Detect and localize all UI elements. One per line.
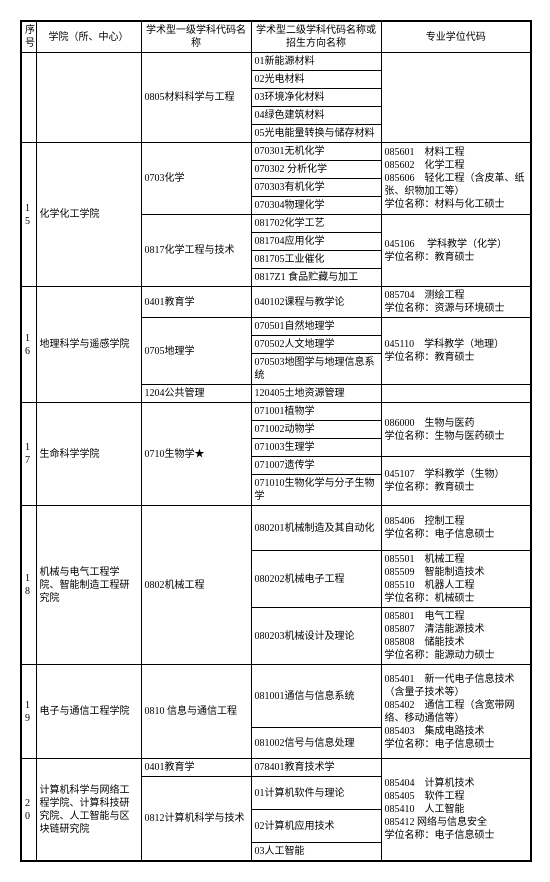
- header-col2: 学术型一级学科代码名称: [141, 21, 251, 53]
- cell: 080203机械设计及理论: [251, 608, 381, 665]
- cell: 01计算机软件与理论: [251, 777, 381, 810]
- cell: 计算机科学与网络工程学院、计算科技研究院、人工智能与区块链研究院: [36, 759, 141, 862]
- cell: 078401教育技术学: [251, 759, 381, 777]
- cell: 生命科学学院: [36, 403, 141, 506]
- cell: 04绿色建筑材料: [251, 107, 381, 125]
- cell: 0401教育学: [141, 759, 251, 777]
- cell: 18: [21, 506, 36, 665]
- cell: 1204公共管理: [141, 385, 251, 403]
- cell: 081704应用化学: [251, 233, 381, 251]
- cell: 070301无机化学: [251, 143, 381, 161]
- cell: 045106 学科教学（化学） 学位名称：教育硕士: [381, 215, 531, 287]
- cell: 0705地理学: [141, 318, 251, 385]
- cell: 机械与电气工程学院、智能制造工程研究院: [36, 506, 141, 665]
- header-seq: 序号: [21, 21, 36, 53]
- cell: 085601 材料工程 085602 化学工程 085606 轻化工程（含皮革、…: [381, 143, 531, 215]
- cell: 085704 测绘工程 学位名称：资源与环境硕士: [381, 287, 531, 318]
- cell: 15: [21, 143, 36, 287]
- cell: 085801 电气工程 085807 清洁能源技术 085808 储能技术 学位…: [381, 608, 531, 665]
- cell: 16: [21, 287, 36, 403]
- header-col1: 学院（所、中心）: [36, 21, 141, 53]
- cell: 040102课程与教学论: [251, 287, 381, 318]
- cell: 081705工业催化: [251, 251, 381, 269]
- cell: 071003生理学: [251, 439, 381, 457]
- cell: 01新能源材料: [251, 53, 381, 71]
- cell: 070503地图学与地理信息系统: [251, 354, 381, 385]
- cell: 17: [21, 403, 36, 506]
- cell: 085401 新一代电子信息技术（含量子技术等） 085402 通信工程（含宽带…: [381, 665, 531, 759]
- cell: 080202机械电子工程: [251, 551, 381, 608]
- cell: 081002信号与信息处理: [251, 728, 381, 759]
- cell: 071007遗传学: [251, 457, 381, 475]
- cell: 0817Z1 食品贮藏与加工: [251, 269, 381, 287]
- cell: 0802机械工程: [141, 506, 251, 665]
- cell: 0805材料科学与工程: [141, 53, 251, 143]
- cell: 0710生物学★: [141, 403, 251, 506]
- cell: 086000 生物与医药 学位名称：生物与医药硕士: [381, 403, 531, 457]
- cell: 20: [21, 759, 36, 862]
- cell: 081702化学工艺: [251, 215, 381, 233]
- cell: 电子与通信工程学院: [36, 665, 141, 759]
- cell: 0812计算机科学与技术: [141, 777, 251, 862]
- cell: 045110 学科教学（地理） 学位名称：教育硕士: [381, 318, 531, 385]
- header-col4: 专业学位代码: [381, 21, 531, 53]
- cell: [21, 53, 36, 143]
- cell: 0703化学: [141, 143, 251, 215]
- cell: 03人工智能: [251, 843, 381, 862]
- cell: 070303有机化学: [251, 179, 381, 197]
- cell: 0817化学工程与技术: [141, 215, 251, 287]
- cell: [381, 385, 531, 403]
- cell: [381, 53, 531, 143]
- cell: 03环境净化材料: [251, 89, 381, 107]
- cell: 120405土地资源管理: [251, 385, 381, 403]
- cell: 071002动物学: [251, 421, 381, 439]
- cell: 070304物理化学: [251, 197, 381, 215]
- header-col3: 学术型二级学科代码名称或招生方向名称: [251, 21, 381, 53]
- cell: 070502人文地理学: [251, 336, 381, 354]
- cell: 070501自然地理学: [251, 318, 381, 336]
- cell: 085501 机械工程 085509 智能制造技术 085510 机器人工程 学…: [381, 551, 531, 608]
- cell: 19: [21, 665, 36, 759]
- cell: 071010生物化学与分子生物学: [251, 475, 381, 506]
- cell: 080201机械制造及其自动化: [251, 506, 381, 551]
- cell: 071001植物学: [251, 403, 381, 421]
- cell: 045107 学科教学（生物） 学位名称：教育硕士: [381, 457, 531, 506]
- cell: 081001通信与信息系统: [251, 665, 381, 728]
- cell: 02光电材料: [251, 71, 381, 89]
- cell: 05光电能量转换与储存材料: [251, 125, 381, 143]
- cell: 化学化工学院: [36, 143, 141, 287]
- cell: 085404 计算机技术 085405 软件工程 085410 人工智能 085…: [381, 759, 531, 862]
- cell: 02计算机应用技术: [251, 810, 381, 843]
- cell: 0401教育学: [141, 287, 251, 318]
- cell: 地理科学与遥感学院: [36, 287, 141, 403]
- cell: [36, 53, 141, 143]
- cell: 0810 信息与通信工程: [141, 665, 251, 759]
- cell: 085406 控制工程 学位名称：电子信息硕士: [381, 506, 531, 551]
- cell: 070302 分析化学: [251, 161, 381, 179]
- discipline-table: 序号 学院（所、中心） 学术型一级学科代码名称 学术型二级学科代码名称或招生方向…: [20, 20, 532, 862]
